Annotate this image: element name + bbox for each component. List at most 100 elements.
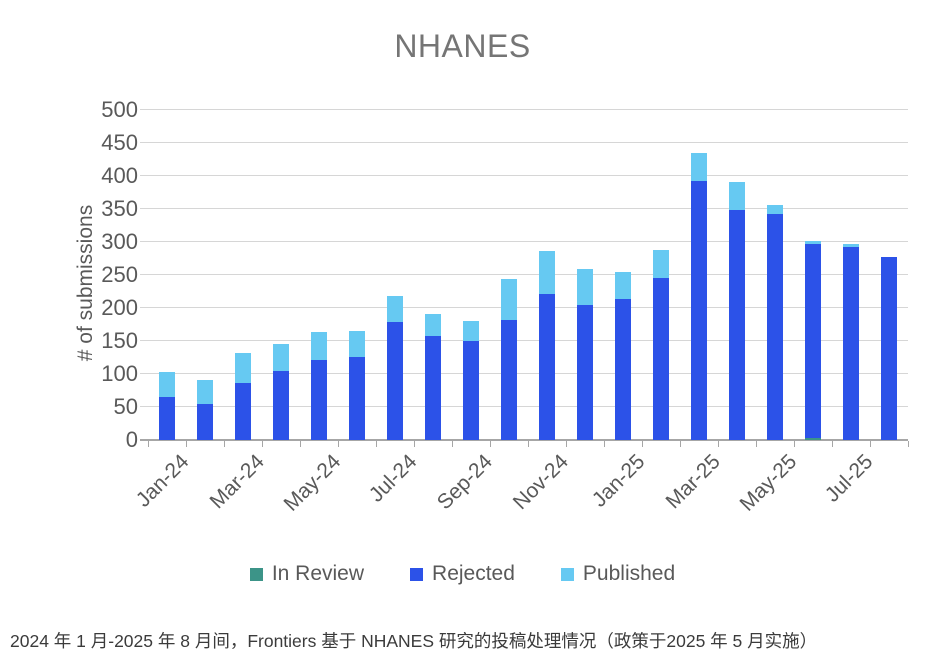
x-axis-tick — [832, 441, 833, 447]
bar-segment-published — [653, 250, 669, 278]
plot-area — [140, 109, 909, 447]
x-tick-label: Mar-24 — [205, 450, 270, 514]
bar-segment-rejected — [539, 294, 555, 440]
legend: In Review Rejected Published — [0, 562, 925, 586]
bar-segment-in-review — [805, 438, 821, 440]
x-axis-tick — [528, 441, 529, 447]
bar-segment-rejected — [843, 247, 859, 440]
x-tick-label: Jul-24 — [364, 450, 422, 507]
bar-segment-rejected — [881, 257, 897, 440]
y-tick-label: 450 — [101, 130, 138, 155]
bar-segment-published — [767, 205, 783, 214]
x-axis-tick — [452, 441, 453, 447]
x-axis-line — [140, 439, 908, 441]
y-tick-label: 0 — [125, 427, 138, 452]
x-axis-tick — [338, 441, 339, 447]
x-tick-label: Jul-25 — [820, 450, 878, 507]
bar-segment-published — [577, 269, 593, 305]
x-axis-tick — [224, 441, 225, 447]
bar-segment-published — [425, 314, 441, 336]
gridline — [140, 241, 908, 242]
bar-segment-rejected — [653, 278, 669, 440]
bar-segment-rejected — [273, 371, 289, 440]
bar-segment-rejected — [311, 360, 327, 440]
gridline — [140, 109, 908, 110]
caption: 2024 年 1 月-2025 年 8 月间，Frontiers 基于 NHAN… — [10, 631, 818, 651]
x-axis-tick — [414, 441, 415, 447]
bar-segment-rejected — [197, 404, 213, 440]
bar-segment-published — [235, 353, 251, 383]
x-axis-tick — [300, 441, 301, 447]
bar-segment-rejected — [615, 299, 631, 440]
x-axis-tick — [490, 441, 491, 447]
bar-segment-published — [463, 321, 479, 341]
y-tick-label: 400 — [101, 163, 138, 188]
bar-segment-published — [843, 244, 859, 247]
gridline — [140, 208, 908, 209]
chart-title: NHANES — [394, 28, 531, 64]
bar-segment-rejected — [577, 305, 593, 440]
x-tick-label: May-24 — [279, 450, 346, 516]
bar-segment-rejected — [159, 397, 175, 440]
x-tick-label: May-25 — [735, 450, 802, 516]
x-tick-label: Sep-24 — [433, 450, 498, 515]
bar-segment-published — [273, 344, 289, 371]
bar-segment-rejected — [501, 320, 517, 440]
x-axis-tick — [642, 441, 643, 447]
bar-segment-published — [729, 182, 745, 210]
bar-segment-rejected — [767, 214, 783, 440]
legend-marker-icon — [410, 567, 424, 581]
bar-segment-rejected — [425, 336, 441, 440]
y-tick-label: 50 — [113, 394, 138, 419]
x-axis-tick — [718, 441, 719, 447]
bar-segment-published — [387, 296, 403, 322]
legend-label: Published — [582, 562, 676, 585]
gridline — [140, 175, 908, 176]
x-tick-label: Jan-24 — [131, 450, 194, 512]
x-axis-tick — [186, 441, 187, 447]
x-axis-tick — [148, 441, 149, 447]
gridline — [140, 373, 908, 374]
bar-segment-published — [615, 272, 631, 299]
bar-segment-rejected — [805, 244, 821, 438]
y-tick-label: 100 — [101, 361, 138, 386]
x-axis-tick — [756, 441, 757, 447]
x-tick-label: Jan-25 — [587, 450, 650, 512]
gridline — [140, 142, 908, 143]
y-tick-label: 200 — [101, 295, 138, 320]
x-axis-tick — [908, 441, 909, 447]
y-tick-label: 150 — [101, 328, 138, 353]
x-axis-tick — [262, 441, 263, 447]
gridline — [140, 274, 908, 275]
y-tick-label: 250 — [101, 262, 138, 287]
legend-item-in-review: In Review — [249, 562, 365, 586]
legend-item-rejected: Rejected — [410, 562, 515, 586]
legend-marker-icon — [560, 567, 574, 581]
x-axis-tick — [794, 441, 795, 447]
x-tick-label: Nov-24 — [509, 450, 574, 515]
bar-segment-published — [691, 153, 707, 181]
legend-label: In Review — [271, 562, 365, 585]
y-tick-label: 350 — [101, 196, 138, 221]
gridline — [140, 307, 908, 308]
legend-marker-icon — [249, 567, 263, 581]
x-axis-tick — [604, 441, 605, 447]
legend-item-published: Published — [560, 562, 676, 586]
x-axis-tick — [680, 441, 681, 447]
legend-label: Rejected — [432, 562, 515, 585]
x-tick-label: Mar-25 — [661, 450, 726, 514]
bar-segment-published — [805, 241, 821, 244]
x-axis-tick — [376, 441, 377, 447]
y-tick-label: 300 — [101, 229, 138, 254]
bar-segment-rejected — [387, 322, 403, 440]
bar-segment-rejected — [729, 210, 745, 440]
bar-segment-published — [197, 380, 213, 404]
x-axis-tick — [870, 441, 871, 447]
bar-segment-rejected — [463, 341, 479, 440]
x-axis-tick — [566, 441, 567, 447]
bar-segment-rejected — [691, 181, 707, 440]
bar-segment-published — [501, 279, 517, 320]
y-tick-label: 500 — [101, 97, 138, 122]
bar-segment-published — [349, 331, 365, 357]
